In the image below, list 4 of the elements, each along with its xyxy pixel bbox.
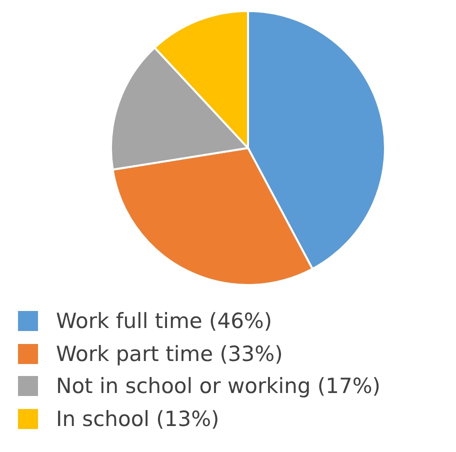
legend-label: In school (13%)	[56, 406, 220, 431]
legend-label: Work part time (33%)	[56, 342, 283, 366]
legend-label: Not in school or working (17%)	[56, 374, 380, 398]
legend-label: Work full time (46%)	[56, 309, 272, 334]
